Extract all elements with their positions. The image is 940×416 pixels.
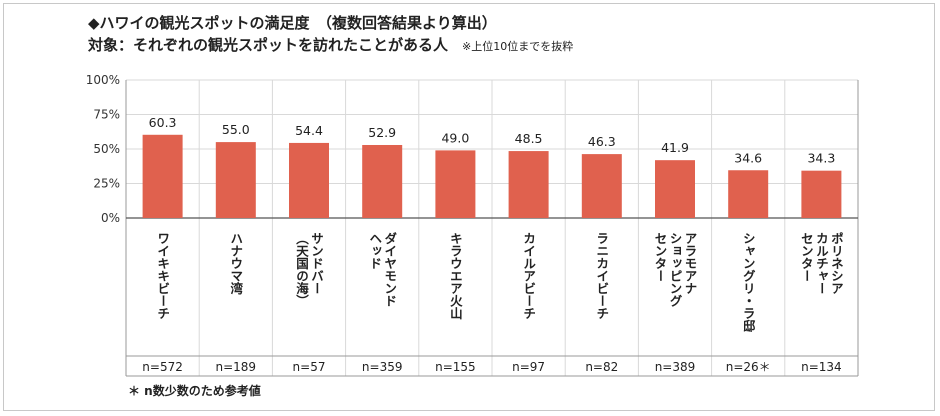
y-tick-label: 100% xyxy=(86,73,120,87)
bar xyxy=(362,144,403,218)
subtitle-text: 対象：それぞれの観光スポットを訪れたことがある人 xyxy=(88,36,449,54)
bar xyxy=(655,160,695,218)
bar xyxy=(728,170,769,218)
x-tick-label: アラモアナ xyxy=(683,232,698,295)
n-label: n=82 xyxy=(585,360,618,374)
n-label: n=26＊ xyxy=(726,360,771,374)
bar xyxy=(508,151,549,218)
data-label: 52.9 xyxy=(368,125,396,140)
bar xyxy=(581,154,622,218)
bar xyxy=(215,142,256,218)
bar xyxy=(801,170,842,218)
n-label: n=572 xyxy=(142,360,183,374)
bar xyxy=(289,142,329,218)
x-tick-label: サンドバー xyxy=(309,232,324,295)
y-tick-label: 0% xyxy=(101,211,120,225)
n-label: n=57 xyxy=(293,360,326,374)
x-tick-label: ワイキキビーチ xyxy=(155,232,170,320)
chart-subtitle: 対象：それぞれの観光スポットを訪れたことがある人 ※上位10位までを抜粋 xyxy=(88,34,573,55)
n-label: n=189 xyxy=(216,360,257,374)
data-label: 34.3 xyxy=(807,151,835,166)
x-tick-label: ハナウマ湾 xyxy=(228,232,243,295)
data-label: 46.3 xyxy=(588,134,616,149)
x-tick-label: ラニカイビーチ xyxy=(594,232,609,320)
x-tick-label: センター xyxy=(799,232,814,282)
bar xyxy=(142,134,183,218)
n-label: n=134 xyxy=(801,360,842,374)
n-label: n=97 xyxy=(512,360,545,374)
x-tick-label: キラウエア火山 xyxy=(448,232,463,320)
footnote: ＊ n数少数のため参考値 xyxy=(128,384,261,398)
y-tick-label: 25% xyxy=(93,177,120,191)
data-label: 60.3 xyxy=(149,115,177,130)
data-label: 55.0 xyxy=(222,122,250,137)
x-tick-label: ダイヤモンド xyxy=(382,231,397,307)
x-tick-label: カルチャー xyxy=(814,232,829,295)
x-tick-label: （天国の海） xyxy=(294,232,309,307)
x-tick-label: ヘッド xyxy=(367,232,382,270)
x-tick-label: センター xyxy=(653,232,668,282)
n-label: n=359 xyxy=(362,360,403,374)
y-tick-label: 75% xyxy=(93,108,120,122)
n-label: n=389 xyxy=(655,360,696,374)
x-tick-label: シャングリ・ラ邸 xyxy=(741,232,756,333)
x-tick-label: ショッピング xyxy=(668,232,683,307)
x-tick-label: ポリネシア xyxy=(829,231,844,295)
data-label: 34.6 xyxy=(734,150,762,165)
data-label: 54.4 xyxy=(295,123,323,138)
y-tick-label: 50% xyxy=(93,142,120,156)
subtitle-note: ※上位10位までを抜粋 xyxy=(462,40,574,53)
bar xyxy=(435,150,476,218)
data-label: 48.5 xyxy=(515,131,543,146)
chart-title: ◆ハワイの観光スポットの満足度 （複数回答結果より算出） xyxy=(88,14,497,32)
data-label: 41.9 xyxy=(661,140,689,155)
n-label: n=155 xyxy=(435,360,476,374)
x-tick-label: カイルアビーチ xyxy=(521,232,536,320)
data-label: 49.0 xyxy=(441,130,469,145)
